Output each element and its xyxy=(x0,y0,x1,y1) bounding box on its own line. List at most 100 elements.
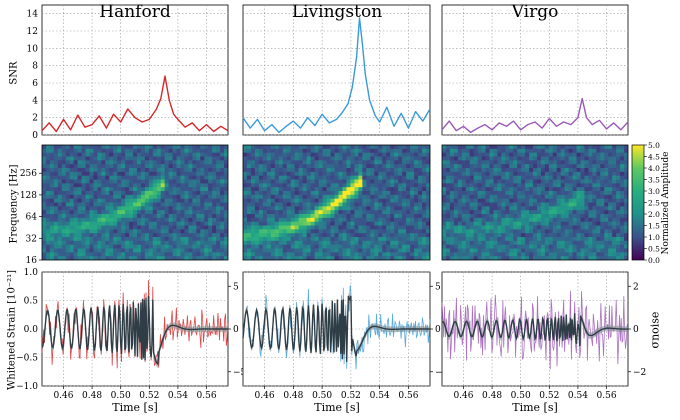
spectrogram-cell xyxy=(164,244,170,250)
spectrogram-cell xyxy=(121,191,126,196)
spectrogram-cell xyxy=(81,256,87,260)
spectrogram-cell xyxy=(624,152,628,158)
spectrogram-cell xyxy=(453,240,459,246)
spectrogram-cell xyxy=(322,229,328,234)
spectrogram-cell xyxy=(449,194,455,200)
spectrogram-cell xyxy=(600,187,605,192)
strain-ytick-label-3: 0.5 xyxy=(24,297,39,307)
spectrogram-cell xyxy=(521,244,526,250)
spectrogram-cell xyxy=(548,202,554,207)
spectrogram-cell xyxy=(505,210,510,215)
spectrogram-cell xyxy=(580,191,586,196)
spectrogram-cell xyxy=(366,160,371,165)
spectrogram-cell xyxy=(156,145,162,150)
spectrogram-cell xyxy=(176,164,182,169)
spectrogram-cell xyxy=(481,210,487,215)
spectrogram-cell xyxy=(85,237,91,242)
spectrogram-cell xyxy=(426,187,430,192)
spectrogram-cell xyxy=(57,214,63,219)
spectrogram-cell xyxy=(608,187,613,192)
spectrogram-cell xyxy=(69,202,75,207)
spectrogram-cell xyxy=(290,187,296,192)
spectrogram-cell xyxy=(77,183,83,188)
spectrogram-cell xyxy=(97,202,102,207)
spectrogram-cell xyxy=(318,248,324,253)
spectrogram-cell xyxy=(398,179,403,184)
spectrogram-cell xyxy=(243,168,248,173)
spectrogram-cell xyxy=(77,229,83,234)
spectrogram-cell xyxy=(402,175,407,181)
spectrogram-cell xyxy=(156,175,162,181)
spectrogram-cell xyxy=(612,237,617,242)
spectrogram-cell xyxy=(536,221,542,227)
spectrogram-cell xyxy=(294,237,300,242)
spectrogram-cell xyxy=(196,252,201,257)
spectrogram-cell xyxy=(473,152,479,158)
spectrogram-cell xyxy=(406,148,411,154)
spectrogram-cell xyxy=(402,256,407,260)
spectrogram-cell xyxy=(418,187,423,192)
spectrogram-cell xyxy=(370,256,375,260)
spectrogram-cell xyxy=(113,175,118,181)
spectrogram-cell xyxy=(254,175,260,181)
spectrogram-cell xyxy=(298,240,304,246)
spectrogram-cell xyxy=(125,237,130,242)
spectrogram-cell xyxy=(212,156,217,161)
spectrogram-cell xyxy=(525,168,530,173)
spectrogram-cell xyxy=(374,191,379,196)
spectrogram-cell xyxy=(426,217,430,223)
spectrogram-cell xyxy=(394,171,399,177)
spectrogram-cell xyxy=(200,233,205,238)
spectrogram-cell xyxy=(493,164,499,169)
spectrogram-cell xyxy=(101,145,106,150)
spectrogram-cell xyxy=(529,175,534,181)
spectrogram-cell xyxy=(406,175,411,181)
spectrogram-cell xyxy=(556,160,562,165)
spectrogram-cell xyxy=(105,164,110,169)
spectrogram-cell xyxy=(481,248,487,253)
spectrogram-cell xyxy=(45,256,51,260)
spectrogram-cell xyxy=(254,233,260,238)
spectrogram-cell xyxy=(298,206,304,211)
spectrogram-cell xyxy=(588,148,593,154)
spectrogram-cell xyxy=(469,168,475,173)
spectrogram-cell xyxy=(362,175,367,181)
spectrogram-cell xyxy=(390,252,395,257)
spectrogram-cell xyxy=(262,240,268,246)
spectrogram-cell xyxy=(93,198,99,204)
spectrogram-cell xyxy=(168,214,174,219)
spectrogram-cell xyxy=(97,198,102,204)
spectrogram-cell xyxy=(212,148,217,154)
spectrogram-cell xyxy=(125,179,130,184)
spectrogram-cell xyxy=(212,214,217,219)
spectrogram-cell xyxy=(497,148,502,154)
spectrogram-cell xyxy=(338,152,344,158)
spectrogram-cell xyxy=(140,198,146,204)
spectrogram-cell xyxy=(362,168,367,173)
spectrogram-cell xyxy=(548,221,554,227)
spectrogram-cell xyxy=(485,240,491,246)
spectrogram-cell xyxy=(406,214,411,219)
spectrogram-cell xyxy=(144,179,150,184)
spectrogram-cell xyxy=(140,237,146,242)
spectrogram-cell xyxy=(45,145,51,150)
snr-ytick-label-3: 6 xyxy=(32,79,38,89)
spectrogram-cell xyxy=(556,214,562,219)
spectrogram-cell xyxy=(410,164,415,169)
spectrogram-cell xyxy=(560,221,566,227)
spectrogram-cell xyxy=(501,214,506,219)
spectrogram-cell xyxy=(362,183,367,188)
spectrogram-cell xyxy=(536,145,542,150)
spectrogram-cell xyxy=(469,221,475,227)
spectrogram-cell xyxy=(220,183,225,188)
spectrogram-cell xyxy=(282,171,288,177)
spectrogram-cell xyxy=(477,145,483,150)
spectrogram-cell xyxy=(290,202,296,207)
spectrogram-cell xyxy=(604,252,609,257)
spectrogram-cell xyxy=(465,256,471,260)
spectrogram-cell xyxy=(386,225,391,230)
spectrogram-cell xyxy=(326,252,332,257)
spectrogram-cell xyxy=(101,194,106,200)
spectrogram-cell xyxy=(93,179,99,184)
spectrogram-cell xyxy=(290,221,296,227)
